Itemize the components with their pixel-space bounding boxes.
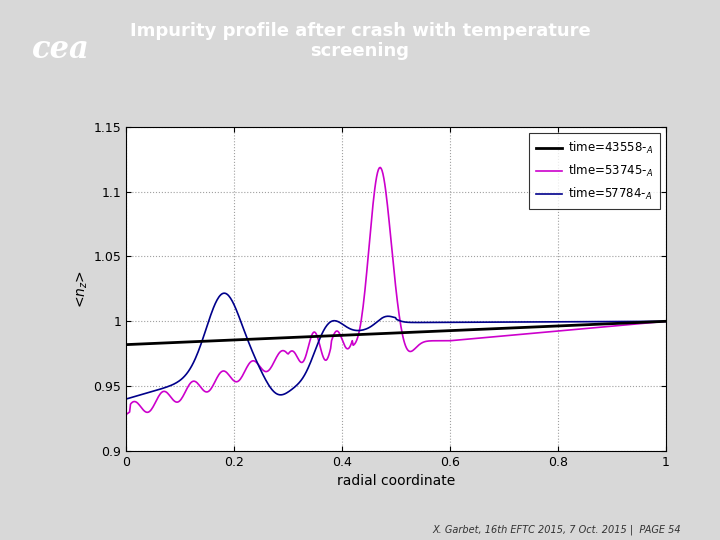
X-axis label: radial coordinate: radial coordinate [337, 474, 455, 488]
Legend: time=43558-$_{A}$, tlme=53745-$_{A}$, time=57784-$_{A}$: time=43558-$_{A}$, tlme=53745-$_{A}$, ti… [529, 133, 660, 210]
Text: cea: cea [32, 34, 90, 65]
Text: Impurity profile after crash with temperature
screening: Impurity profile after crash with temper… [130, 22, 590, 60]
Y-axis label: <$n_z$>: <$n_z$> [75, 270, 91, 308]
Text: X. Garbet, 16th EFTC 2015, 7 Oct. 2015 |  PAGE 54: X. Garbet, 16th EFTC 2015, 7 Oct. 2015 |… [432, 524, 680, 535]
